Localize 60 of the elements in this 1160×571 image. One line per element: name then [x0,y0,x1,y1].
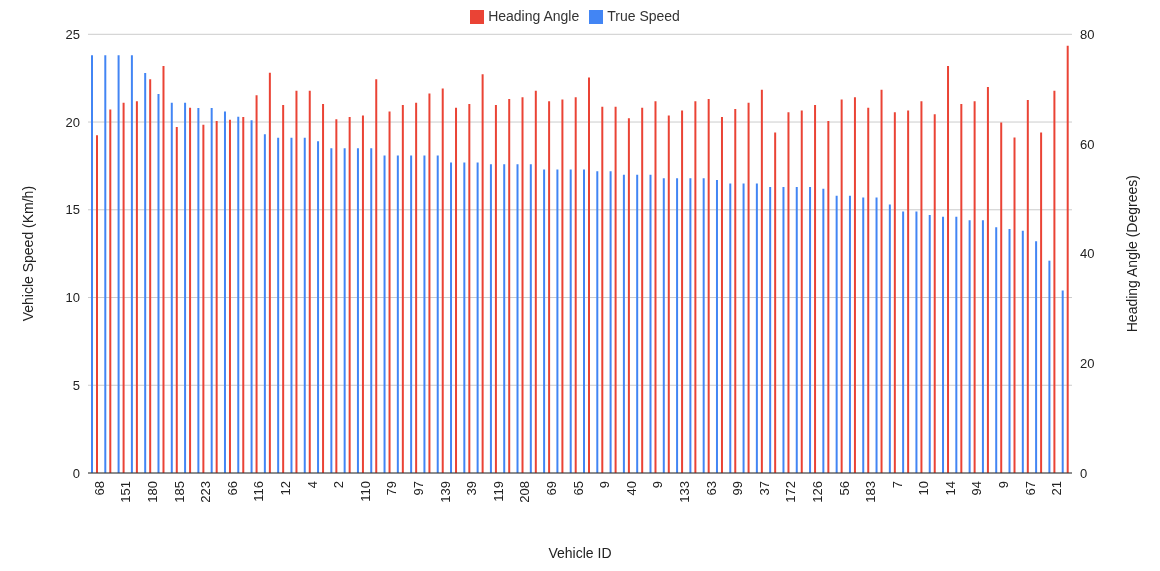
x-tick-label: 12 [278,481,294,496]
x-tick-label: 37 [756,481,772,496]
y2-tick-label: 20 [1080,355,1095,371]
bar [91,55,93,473]
legend-label: True Speed [607,8,680,24]
x-tick-label: 21 [1049,481,1065,496]
y2-tick-label: 0 [1080,465,1088,481]
x-tick-label: 10 [916,481,932,496]
x-tick-label: 4 [304,481,320,489]
x-tick-label: 183 [863,481,879,503]
x-tick-label: 63 [703,481,719,496]
x-tick-label: 66 [224,481,240,496]
x-tick-label: 39 [464,481,480,496]
x-tick-label: 79 [384,481,400,496]
x-tick-label: 14 [942,481,958,496]
y2-tick-label: 60 [1080,136,1095,152]
x-tick-label: 94 [969,481,985,496]
x-tick-label: 133 [676,481,692,503]
x-tick-label: 67 [1022,481,1038,496]
x-tick-label: 97 [411,481,427,496]
x-tick-label: 7 [889,481,905,489]
y2-axis-title: Heading Angle (Degrees) [1123,175,1140,333]
bar [588,77,590,473]
y-tick-label: 15 [65,202,80,218]
y-tick-label: 0 [72,465,80,481]
x-tick-label: 208 [517,481,533,503]
x-tick-label: 110 [357,481,373,502]
x-axis-title: Vehicle ID [548,545,612,561]
y-axis-title: Vehicle Speed (Km/h) [19,185,36,322]
x-tick-label: 2 [331,481,347,489]
x-tick-label: 68 [91,481,107,496]
bar [455,107,458,473]
x-tick-label: 139 [437,481,453,503]
x-tick-label: 9 [996,481,1012,489]
bar [947,66,950,473]
x-tick-label: 151 [118,481,134,503]
bar [1066,45,1069,473]
bar [96,135,98,473]
y2-tick-label: 80 [1080,26,1095,42]
y-tick-label: 5 [72,377,80,393]
x-tick-label: 9 [650,481,666,489]
x-tick-label: 116 [251,481,267,502]
x-tick-label: 69 [543,481,559,496]
x-tick-label: 126 [809,481,825,503]
x-tick-label: 172 [783,481,799,503]
x-tick-label: 9 [597,481,613,489]
y-tick-label: 25 [65,26,80,42]
x-tick-label: 185 [171,481,187,503]
y2-tick-label: 40 [1080,246,1095,262]
x-tick-label: 180 [145,481,161,503]
x-tick-label: 56 [836,481,852,496]
x-tick-label: 65 [570,481,586,496]
y-tick-label: 10 [65,290,80,306]
legend-label: Heading Angle [488,8,580,24]
x-tick-label: 40 [623,481,639,496]
x-tick-label: 99 [730,481,746,496]
y-tick-label: 20 [65,114,80,130]
x-tick-label: 119 [490,481,506,502]
x-tick-label: 223 [198,481,214,503]
bar [583,169,585,473]
